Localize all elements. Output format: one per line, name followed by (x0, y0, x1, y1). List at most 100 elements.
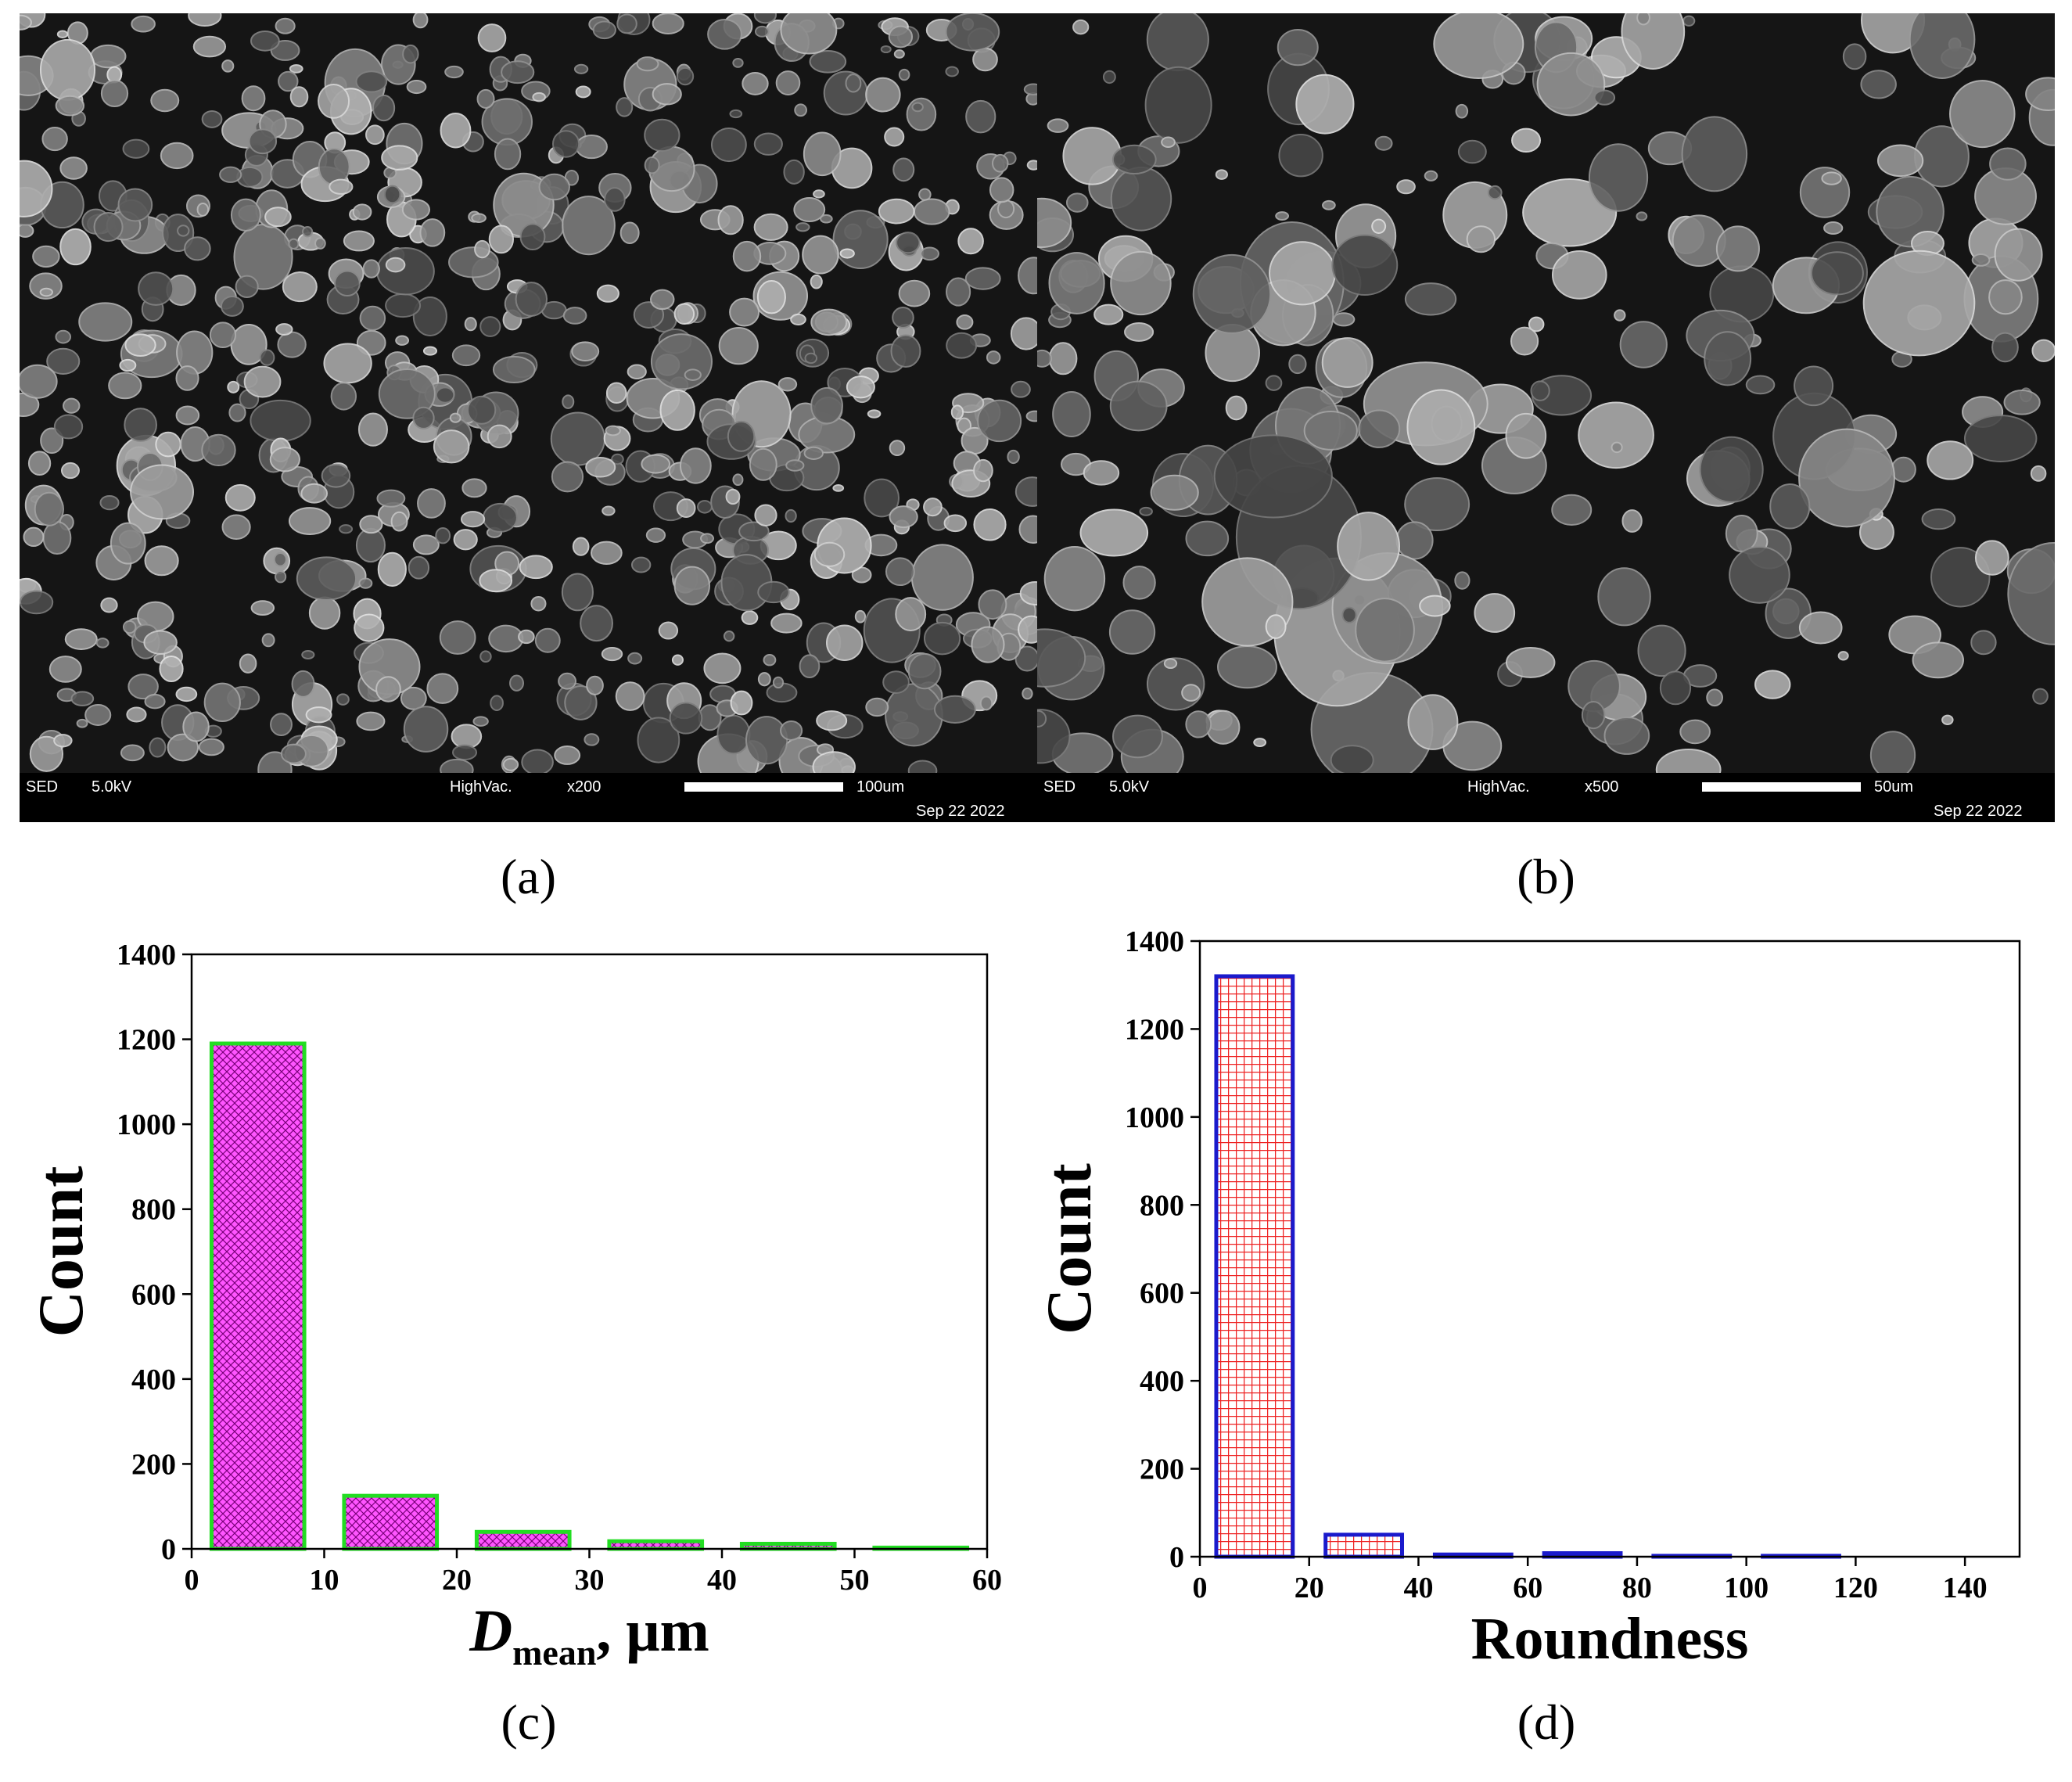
y-tick-label: 600 (1140, 1277, 1184, 1310)
particle (1769, 483, 1811, 530)
particle (501, 60, 535, 84)
particle (482, 502, 518, 533)
y-tick-label: 800 (1140, 1189, 1184, 1222)
particle (973, 458, 993, 483)
particle (224, 483, 256, 512)
particle (896, 232, 921, 254)
particle (707, 19, 742, 50)
particle (889, 505, 918, 529)
particle (676, 66, 695, 86)
particle (1047, 118, 1069, 133)
x-tick-label: 80 (1622, 1572, 1652, 1604)
y-tick-label: 800 (131, 1194, 176, 1227)
particle (571, 341, 600, 362)
particle (893, 49, 905, 59)
particle (592, 20, 616, 40)
particle (754, 504, 777, 526)
particle (627, 364, 647, 379)
particle (884, 127, 905, 147)
particle (329, 178, 354, 195)
particle (956, 314, 974, 330)
particle (793, 197, 826, 223)
particle (385, 293, 422, 318)
particle (627, 652, 643, 665)
particle (865, 697, 889, 717)
particle (1108, 609, 1156, 655)
particle (892, 157, 915, 182)
particle (898, 279, 931, 307)
particle (716, 714, 751, 755)
particle (1019, 580, 1037, 605)
particle (150, 88, 180, 113)
particle (250, 399, 311, 442)
particle (1614, 309, 1626, 322)
particle (1754, 670, 1791, 699)
particle (1112, 714, 1163, 759)
particle (1278, 133, 1323, 178)
particle (1192, 253, 1272, 334)
particle (70, 691, 95, 706)
particle (46, 347, 81, 375)
particle (757, 580, 790, 604)
particle (300, 483, 329, 504)
particle (1404, 282, 1457, 316)
particle (1185, 710, 1212, 738)
particle (1124, 322, 1155, 342)
particle (1023, 83, 1037, 96)
particle (923, 498, 943, 517)
particle (400, 686, 427, 710)
particle (727, 420, 756, 452)
particle (697, 500, 713, 514)
particle (1725, 514, 1758, 553)
particle (572, 537, 590, 556)
particle (950, 404, 964, 420)
particle (451, 344, 481, 367)
particle (772, 676, 785, 689)
particle (785, 508, 797, 523)
particle (1487, 185, 1503, 200)
particle (289, 64, 303, 74)
particle (452, 744, 478, 761)
particle (230, 198, 261, 232)
particle (365, 124, 385, 146)
particle (1037, 349, 1053, 368)
particle (605, 425, 621, 437)
particle (1048, 342, 1078, 375)
particle (1593, 89, 1616, 106)
particle (433, 429, 470, 464)
particle (59, 156, 88, 180)
particle (573, 63, 589, 74)
sem-image: SED 5.0kV HighVac. x500 50um Sep 22 2022 (1037, 13, 2055, 822)
y-tick-label: 1400 (1125, 925, 1184, 958)
particle (175, 405, 200, 426)
panel-label: (a) (501, 849, 556, 904)
particle (637, 717, 680, 763)
particle (802, 235, 839, 275)
particle (488, 624, 524, 653)
particle (417, 488, 446, 519)
particle (357, 412, 388, 447)
particle (131, 15, 156, 33)
particle (27, 451, 52, 476)
particle (700, 533, 714, 544)
particle (451, 724, 483, 749)
particle (383, 185, 401, 204)
particle (2025, 77, 2055, 112)
particle (372, 94, 396, 122)
particle (1637, 624, 1686, 677)
particle (2032, 688, 2049, 705)
particle (403, 706, 449, 753)
particle (538, 173, 570, 201)
particle (259, 349, 275, 366)
particle (659, 389, 695, 431)
particle (1522, 178, 1618, 247)
particle (1037, 710, 1047, 728)
particle (1337, 512, 1401, 581)
particle (1206, 710, 1241, 745)
particle (601, 505, 616, 516)
particle (239, 653, 257, 674)
particle (823, 70, 868, 116)
particle (810, 274, 823, 289)
particle (48, 656, 82, 683)
particle (95, 638, 110, 648)
